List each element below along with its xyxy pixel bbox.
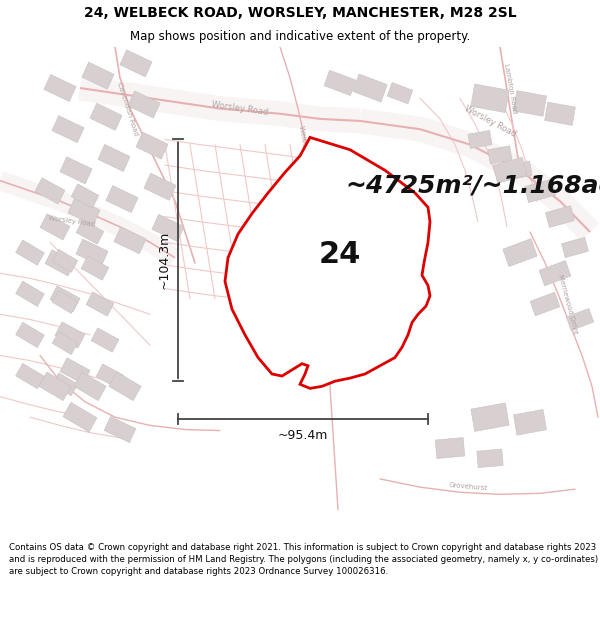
Text: ~95.4m: ~95.4m	[278, 429, 328, 442]
Polygon shape	[387, 82, 413, 104]
Polygon shape	[44, 74, 76, 102]
Polygon shape	[477, 449, 503, 468]
Polygon shape	[545, 206, 574, 228]
Polygon shape	[471, 84, 509, 112]
Polygon shape	[76, 239, 108, 266]
Polygon shape	[488, 146, 512, 164]
Polygon shape	[16, 322, 44, 348]
Polygon shape	[40, 214, 70, 240]
Polygon shape	[55, 322, 85, 348]
Polygon shape	[71, 184, 99, 208]
Polygon shape	[353, 74, 387, 102]
Polygon shape	[76, 220, 104, 244]
Polygon shape	[98, 144, 130, 171]
Polygon shape	[471, 403, 509, 431]
Polygon shape	[435, 438, 465, 459]
Text: Contains OS data © Crown copyright and database right 2021. This information is : Contains OS data © Crown copyright and d…	[9, 543, 598, 576]
Text: Welbeck Road: Welbeck Road	[298, 125, 312, 174]
Text: 24: 24	[319, 240, 361, 269]
Polygon shape	[128, 91, 160, 118]
Text: Merriewood Drive: Merriewood Drive	[557, 274, 579, 334]
Polygon shape	[60, 157, 92, 184]
Polygon shape	[16, 281, 44, 306]
Polygon shape	[90, 103, 122, 131]
Polygon shape	[109, 372, 141, 401]
Polygon shape	[82, 62, 114, 89]
Text: Grovehurst: Grovehurst	[448, 482, 488, 492]
Polygon shape	[120, 50, 152, 77]
Polygon shape	[539, 261, 571, 286]
Polygon shape	[545, 102, 575, 126]
Polygon shape	[136, 132, 168, 159]
Polygon shape	[52, 373, 78, 396]
Text: Lambton Road: Lambton Road	[503, 62, 517, 113]
Polygon shape	[530, 292, 560, 316]
Text: Worsley Road: Worsley Road	[48, 216, 96, 228]
Polygon shape	[86, 292, 114, 316]
Polygon shape	[74, 372, 106, 401]
Polygon shape	[566, 309, 593, 331]
Polygon shape	[96, 364, 124, 388]
Polygon shape	[106, 186, 138, 213]
Text: Worsley Road: Worsley Road	[463, 104, 517, 138]
Polygon shape	[324, 70, 356, 96]
Polygon shape	[52, 332, 78, 354]
Polygon shape	[144, 173, 176, 201]
Polygon shape	[114, 227, 146, 254]
Polygon shape	[52, 116, 84, 142]
Polygon shape	[60, 357, 90, 384]
Text: Worsley Road: Worsley Road	[211, 100, 269, 117]
Polygon shape	[514, 91, 547, 116]
Polygon shape	[81, 256, 109, 280]
Polygon shape	[35, 177, 65, 204]
Polygon shape	[503, 239, 537, 267]
Polygon shape	[52, 249, 78, 272]
Text: Cavendish Road: Cavendish Road	[116, 81, 139, 136]
Polygon shape	[16, 240, 44, 265]
Polygon shape	[524, 179, 556, 203]
Polygon shape	[39, 372, 71, 401]
Polygon shape	[152, 214, 184, 241]
Text: ~104.3m: ~104.3m	[157, 231, 170, 289]
Polygon shape	[52, 291, 78, 313]
Text: ~4725m²/~1.168ac.: ~4725m²/~1.168ac.	[345, 174, 600, 198]
Polygon shape	[493, 158, 527, 183]
Polygon shape	[508, 161, 532, 179]
Polygon shape	[104, 416, 136, 442]
Polygon shape	[225, 138, 430, 388]
Polygon shape	[16, 363, 44, 389]
Polygon shape	[468, 131, 492, 149]
Polygon shape	[91, 328, 119, 352]
Text: Map shows position and indicative extent of the property.: Map shows position and indicative extent…	[130, 30, 470, 43]
Polygon shape	[68, 198, 100, 225]
Text: 24, WELBECK ROAD, WORSLEY, MANCHESTER, M28 2SL: 24, WELBECK ROAD, WORSLEY, MANCHESTER, M…	[83, 6, 517, 20]
Polygon shape	[514, 409, 547, 435]
Polygon shape	[562, 238, 589, 258]
Polygon shape	[50, 286, 80, 312]
Polygon shape	[45, 250, 75, 276]
Polygon shape	[63, 402, 97, 432]
